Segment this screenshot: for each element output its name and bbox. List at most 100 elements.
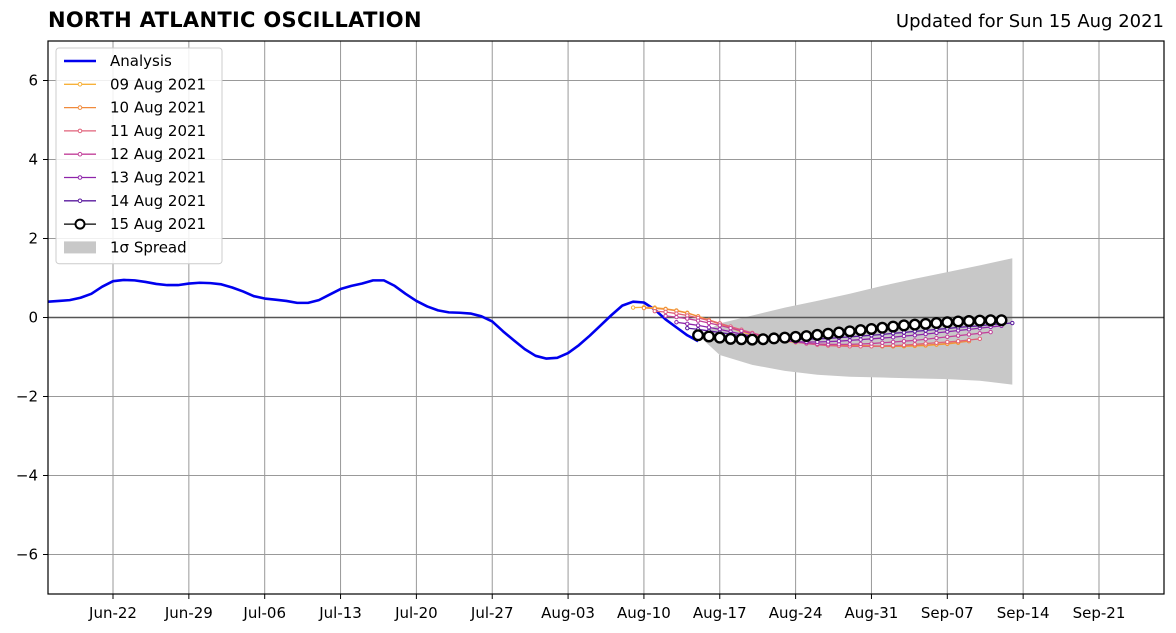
forecast-point (717, 323, 722, 328)
x-tick-label: Jun-22 (88, 604, 137, 622)
forecast-point (663, 309, 668, 315)
forecast-point (919, 317, 932, 330)
forecast-point (695, 323, 701, 328)
forecast-point (789, 330, 802, 343)
y-tick-label: −2 (16, 388, 38, 406)
forecast-point (952, 315, 965, 328)
forecast-point (984, 314, 997, 327)
y-tick-label: 4 (28, 151, 38, 169)
forecast-point (641, 305, 647, 311)
x-tick-label: Sep-07 (921, 604, 974, 622)
x-tick-label: Aug-10 (617, 604, 671, 622)
forecast-point (890, 335, 896, 340)
forecast-point (934, 330, 939, 336)
spread-area (698, 258, 1013, 385)
forecast-point (901, 342, 907, 348)
forecast-point (876, 321, 889, 334)
forecast-point (724, 332, 737, 345)
forecast-point (962, 315, 975, 328)
forecast-point (746, 333, 759, 346)
forecast-point (901, 339, 907, 344)
legend-swatch-marker (77, 175, 83, 180)
x-tick-label: Sep-14 (997, 604, 1050, 622)
forecast-point (887, 320, 900, 333)
forecast-point (966, 337, 972, 343)
axes: Jun-22 Jun-29 Jul-06 Jul-13 Jul-20 Jul-27 Aug-… (16, 40, 1165, 622)
y-tick-label: 2 (28, 230, 38, 248)
forecast-point (973, 314, 986, 327)
x-tick-label: Jul-06 (242, 604, 286, 622)
legend-label: Analysis (110, 52, 172, 70)
forecast-point (945, 334, 950, 340)
forecast-point (955, 333, 961, 338)
forecast-point (692, 329, 705, 342)
forecast-point (728, 325, 733, 331)
legend-swatch-marker (77, 198, 83, 204)
legend-label: 15 Aug 2021 (110, 215, 206, 233)
y-tick-label: 6 (28, 72, 38, 90)
x-tick-label: Aug-24 (769, 604, 823, 622)
legend-swatch-spread (64, 241, 96, 254)
legend-swatch-marker (74, 218, 86, 230)
forecast-point (735, 333, 748, 346)
x-tick-label: Jun-29 (164, 604, 213, 622)
forecast-point (767, 332, 780, 345)
legend-swatch-marker (77, 128, 83, 134)
forecast-point (923, 331, 928, 337)
forecast-point (630, 305, 636, 310)
legend-label: 10 Aug 2021 (110, 99, 206, 117)
forecast-point (706, 325, 712, 330)
forecast-point (941, 316, 954, 329)
forecast-point (880, 340, 885, 345)
forecast-point (652, 308, 657, 314)
forecast-point (923, 341, 928, 346)
legend-swatch-marker (77, 82, 83, 87)
forecast-point (955, 339, 961, 344)
y-tick-label: 0 (28, 309, 38, 327)
legend-label: 09 Aug 2021 (110, 75, 206, 93)
forecast-point (843, 325, 856, 338)
forecast-point (685, 325, 690, 331)
forecast-point (945, 339, 950, 345)
forecast-point (778, 331, 791, 344)
forecast-point (890, 339, 896, 345)
legend-label: 1σ Spread (110, 238, 187, 256)
x-tick-label: Jul-13 (318, 604, 362, 622)
forecast-point (695, 318, 701, 323)
y-tick-label: −6 (16, 546, 38, 564)
forecast-point (685, 316, 690, 321)
forecast-point (869, 336, 874, 342)
forecast-point (674, 320, 679, 325)
forecast-point (897, 319, 910, 332)
forecast-point (934, 340, 939, 345)
forecast-point (912, 342, 917, 347)
forecast-point (847, 338, 852, 343)
analysis-line (47, 278, 699, 360)
forecast-point (880, 335, 885, 341)
forecast-point (663, 313, 668, 319)
analysis-series (47, 278, 699, 360)
forecast-point (890, 343, 896, 348)
forecast-point (995, 314, 1008, 327)
updated-label: Updated for Sun 15 Aug 2021 (895, 11, 1164, 32)
forecast-point (1010, 320, 1015, 326)
forecast-point (977, 336, 983, 342)
forecast-point (685, 321, 690, 327)
x-tick-label: Jul-20 (394, 604, 438, 622)
forecast-point (923, 337, 928, 342)
forecast-point (811, 328, 824, 341)
x-tick-label: Aug-03 (541, 604, 595, 622)
x-tick-label: Aug-17 (693, 604, 747, 622)
forecast-series-6 (692, 314, 1008, 346)
legend-swatch-marker (77, 105, 83, 110)
spread-band (698, 258, 1013, 385)
forecast-point (706, 320, 712, 326)
legend-label: 11 Aug 2021 (110, 122, 206, 140)
legend-label: 13 Aug 2021 (110, 169, 206, 187)
forecast-point (934, 335, 939, 341)
forecast-point (858, 337, 863, 342)
forecast-point (713, 331, 726, 344)
forecast-point (912, 333, 917, 338)
forecast-point (869, 341, 874, 346)
